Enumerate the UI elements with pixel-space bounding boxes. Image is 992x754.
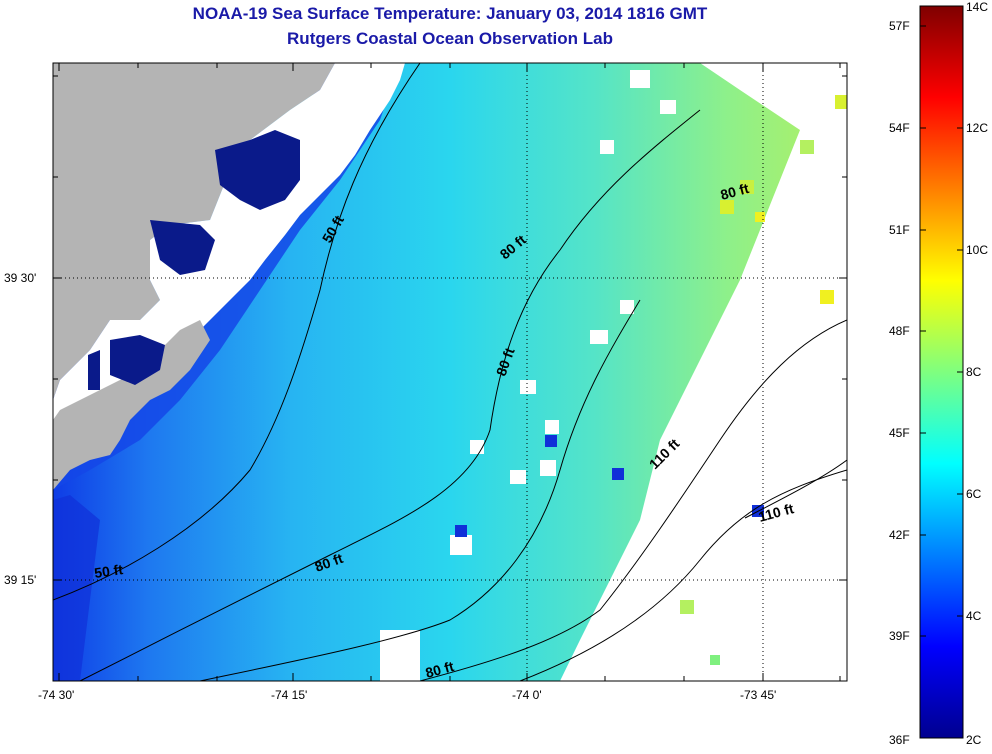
x-tick-label: -74 15' [271, 688, 308, 702]
colorbar-label-f: 57F [889, 19, 910, 33]
colorbar-label-c: 10C [966, 243, 989, 257]
colorbar-label-c: 2C [966, 733, 982, 747]
colorbar-label-c: 14C [966, 0, 989, 14]
colorbar-label-f: 45F [889, 426, 910, 440]
colorbar-label-f: 48F [889, 324, 910, 338]
contour-label: 80 ft [424, 658, 456, 681]
land [53, 63, 335, 400]
colorbar-label-f: 42F [889, 528, 910, 542]
x-tick-label: -74 0' [512, 688, 542, 702]
colorbar-label-c: 6C [966, 487, 982, 501]
x-tick-label: -74 30' [38, 688, 75, 702]
map-title: NOAA-19 Sea Surface Temperature: January… [192, 4, 708, 23]
bay-cold-water [88, 130, 300, 390]
y-tick-label: 39 15' [4, 573, 37, 587]
y-tick-label: 39 30' [4, 271, 37, 285]
map-subtitle: Rutgers Coastal Ocean Observation Lab [287, 29, 613, 48]
colorbar-label-f: 39F [889, 629, 910, 643]
colorbar-label-c: 8C [966, 365, 982, 379]
cloud-patches [380, 70, 676, 681]
colorbar-label-c: 12C [966, 121, 989, 135]
colorbar-label-f: 51F [889, 223, 910, 237]
axis-ticks [53, 63, 847, 681]
colorbar-label-f: 54F [889, 121, 910, 135]
grid [53, 63, 847, 681]
warm-pixels [680, 95, 847, 665]
colorbar-ticks [920, 25, 963, 637]
contour-label: 80 ft [719, 180, 751, 203]
colorbar-label-c: 4C [966, 609, 982, 623]
depth-contours [53, 63, 847, 681]
colorbar [919, 5, 964, 739]
cloud-cover [560, 63, 847, 681]
colorbar-label-f: 36F [889, 733, 910, 747]
x-tick-label: -73 45' [740, 688, 777, 702]
contour-label: 50 ft [93, 561, 124, 581]
